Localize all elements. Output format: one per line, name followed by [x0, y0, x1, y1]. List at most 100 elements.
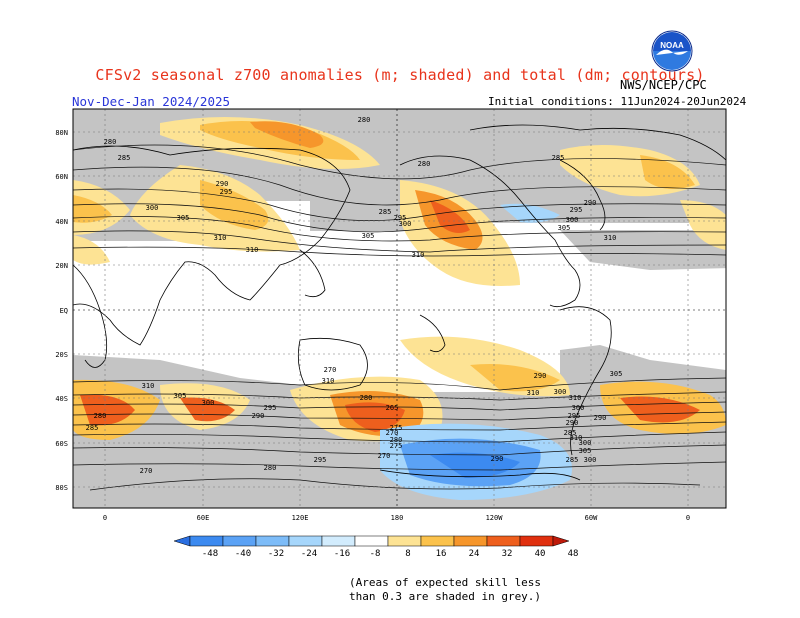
initial-conditions: Initial conditions: 11Jun2024-20Jun2024: [488, 95, 747, 108]
contour-label: 300: [566, 216, 579, 224]
svg-text:295: 295: [314, 456, 327, 464]
map-frame: [72, 108, 727, 509]
contour-label: 295: [264, 404, 277, 412]
lat-label: 60S: [55, 440, 68, 448]
contour-label: 310: [322, 377, 335, 385]
contour-label: 280: [104, 138, 117, 146]
svg-text:295: 295: [570, 206, 583, 214]
contour-label: 290: [491, 455, 504, 463]
contour-label: 280: [360, 394, 373, 402]
svg-text:310: 310: [412, 251, 425, 259]
contour-label: 310: [527, 389, 540, 397]
svg-text:280: 280: [94, 412, 107, 420]
lat-label: 40S: [55, 395, 68, 403]
colorbar-swatch: [321, 535, 356, 547]
contour-label: 280: [264, 464, 277, 472]
lat-label: 40N: [55, 218, 68, 226]
colorbar-label: -8: [370, 549, 381, 559]
svg-text:300: 300: [572, 404, 585, 412]
contour-label: 310: [214, 234, 227, 242]
lat-label: 80N: [55, 129, 68, 137]
colorbar-legend: -48 -40 -32 -24 -16 -8 8 16 24 32 40 48: [173, 535, 579, 559]
contour-label: 295: [314, 456, 327, 464]
contour-label: 310: [142, 382, 155, 390]
contour-label: 270: [324, 366, 337, 374]
contour-label: 290: [534, 372, 547, 380]
lat-label: 20N: [55, 262, 68, 270]
contour-label: 285: [552, 154, 565, 162]
skill-footnote: (Areas of expected skill less than 0.3 a…: [349, 576, 541, 604]
contour-label: 300: [584, 456, 597, 464]
lat-label: EQ: [60, 307, 68, 315]
svg-text:310: 310: [322, 377, 335, 385]
svg-text:285: 285: [118, 154, 131, 162]
contour-label: 300: [146, 204, 159, 212]
svg-text:285: 285: [552, 154, 565, 162]
svg-text:310: 310: [570, 434, 583, 442]
svg-text:290: 290: [216, 180, 229, 188]
contour-label: 265: [386, 404, 399, 412]
contour-label: 310: [569, 394, 582, 402]
svg-text:280: 280: [104, 138, 117, 146]
footnote-line-2: than 0.3 are shaded in grey.): [349, 590, 542, 603]
contour-label: 310: [412, 251, 425, 259]
contour-label: 310: [246, 246, 259, 254]
colorbar-label: 48: [568, 549, 579, 559]
svg-text:310: 310: [604, 234, 617, 242]
colorbar-swatch: [189, 535, 224, 547]
footnote-line-1: (Areas of expected skill less: [349, 576, 542, 589]
svg-text:265: 265: [386, 404, 399, 412]
contour-label: 290: [594, 414, 607, 422]
svg-text:270: 270: [324, 366, 337, 374]
colorbar-swatch: [486, 535, 521, 547]
colorbar-swatch: [420, 535, 455, 547]
contour-label: 280: [418, 160, 431, 168]
contour-label: 300: [202, 399, 215, 407]
contour-label: 285: [118, 154, 131, 162]
lat-label: 60N: [55, 173, 68, 181]
contour-label: 290: [252, 412, 265, 420]
svg-text:310: 310: [527, 389, 540, 397]
colorbar-max-arrow: [552, 535, 570, 547]
contour-label: 290: [216, 180, 229, 188]
svg-text:280: 280: [418, 160, 431, 168]
svg-text:285: 285: [379, 208, 392, 216]
chart-title: CFSv2 seasonal z700 anomalies (m; shaded…: [95, 66, 705, 84]
contour-label: 275: [390, 442, 403, 450]
svg-text:300: 300: [584, 456, 597, 464]
svg-text:270: 270: [386, 429, 399, 437]
colorbar-swatch: [519, 535, 554, 547]
svg-text:300: 300: [566, 216, 579, 224]
svg-text:305: 305: [174, 392, 187, 400]
svg-text:280: 280: [360, 394, 373, 402]
lat-label: 80S: [55, 484, 68, 492]
contour-label: 285: [379, 208, 392, 216]
contour-label: 305: [362, 232, 375, 240]
svg-text:305: 305: [579, 447, 592, 455]
colorbar-label: 8: [405, 549, 410, 559]
svg-text:280: 280: [358, 116, 371, 124]
svg-text:300: 300: [579, 439, 592, 447]
svg-text:280: 280: [390, 436, 403, 444]
svg-text:310: 310: [569, 394, 582, 402]
svg-text:305: 305: [362, 232, 375, 240]
longitude-labels: 0 60E 120E 180 120W 60W 0: [103, 514, 690, 522]
contour-label: 285: [564, 429, 577, 437]
svg-text:290: 290: [491, 455, 504, 463]
logo-text: NOAA: [660, 41, 684, 50]
svg-text:295: 295: [264, 404, 277, 412]
colorbar-swatch: [255, 535, 290, 547]
svg-text:270: 270: [140, 467, 153, 475]
contour-label: 270: [386, 429, 399, 437]
svg-text:280: 280: [264, 464, 277, 472]
contour-label: 270: [378, 452, 391, 460]
map-field: 2802802852902953003053103102802852953003…: [73, 109, 726, 508]
svg-text:310: 310: [142, 382, 155, 390]
graticule: [73, 109, 726, 508]
lon-label: 0: [686, 514, 690, 522]
colorbar-min-arrow: [173, 535, 191, 547]
colorbar-label: -40: [235, 549, 251, 559]
svg-text:305: 305: [558, 224, 571, 232]
colorbar-label: 24: [469, 549, 480, 559]
